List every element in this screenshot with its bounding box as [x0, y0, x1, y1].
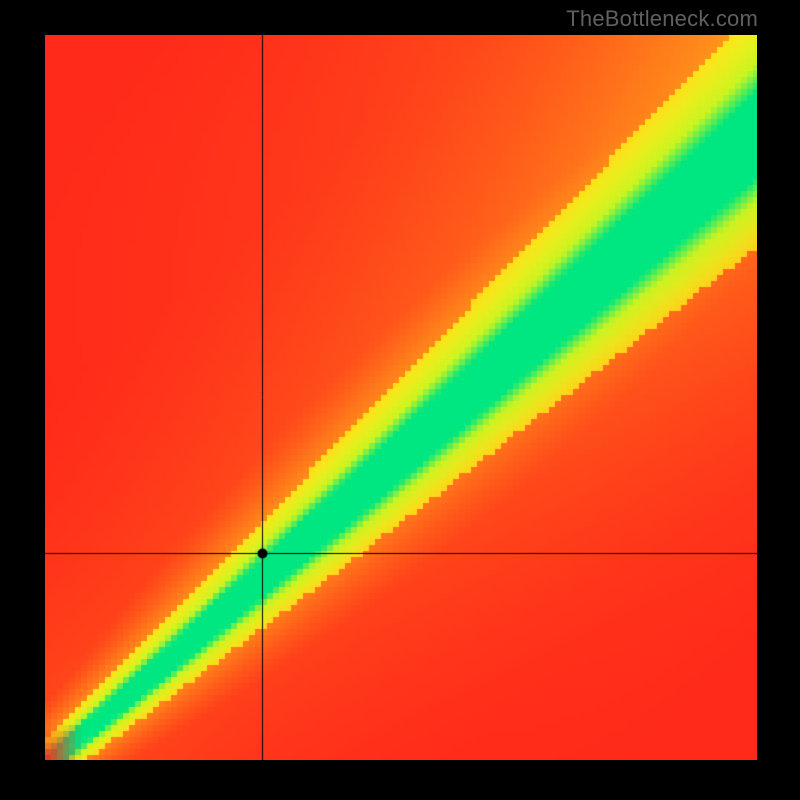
bottleneck-heatmap — [45, 35, 757, 760]
watermark-text: TheBottleneck.com — [566, 6, 758, 32]
chart-container: TheBottleneck.com — [0, 0, 800, 800]
